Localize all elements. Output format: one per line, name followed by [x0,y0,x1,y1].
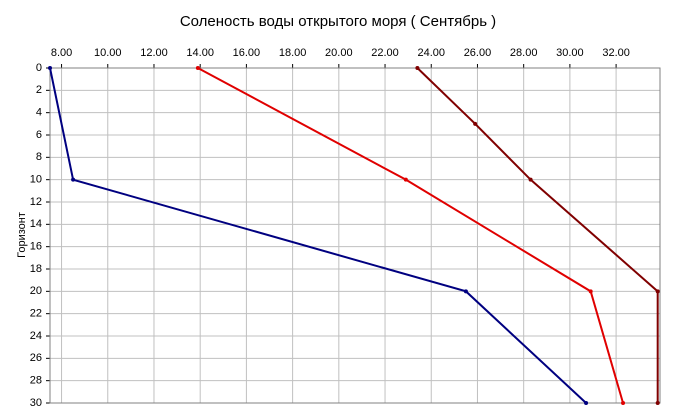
data-point [588,289,593,294]
series-line [416,67,659,403]
data-point [584,401,589,405]
data-point [463,289,468,294]
data-point [71,177,76,182]
series-line [49,67,587,404]
x-tick-label: 26.00 [464,47,492,59]
data-point [403,177,408,182]
x-tick-label: 22.00 [371,47,399,59]
y-tick-label: 24 [30,330,42,342]
x-tick-label: 12.00 [140,47,168,59]
y-tick-label: 4 [36,107,42,119]
x-tick-label: 16.00 [233,47,261,59]
plot-frame [49,67,661,404]
y-axis-label: Горизонт [16,212,28,258]
chart-title: Соленость воды открытого моря ( Сентябрь… [180,13,496,30]
data-point [473,121,478,126]
y-tick-label: 8 [36,151,42,163]
series-line [197,67,624,404]
x-tick-label: 14.00 [186,47,214,59]
y-tick-label: 22 [30,308,42,320]
data-point [195,66,200,70]
y-tick-label: 20 [30,285,42,297]
y-tick-label: 10 [30,174,42,186]
y-tick-label: 28 [30,375,42,387]
y-tick-label: 2 [36,84,42,96]
data-point [655,289,660,294]
x-tick-label: 28.00 [510,47,538,59]
x-tick-label: 32.00 [602,47,630,59]
x-tick-label: 10.00 [94,47,122,59]
x-tick-label: 30.00 [556,47,584,59]
y-tick-label: 16 [30,241,42,253]
x-tick-label: 18.00 [279,47,307,59]
x-tick-label: 8.00 [51,47,72,59]
data-point [655,401,660,405]
y-tick-label: 18 [30,263,42,275]
y-tick-label: 0 [36,62,42,74]
y-tick-label: 26 [30,352,42,364]
data-point [528,177,533,182]
data-point [621,401,626,405]
x-tick-label: 20.00 [325,47,353,59]
x-tick-label: 24.00 [417,47,445,59]
data-point [415,66,420,70]
data-point [48,66,52,70]
y-tick-label: 30 [30,397,42,409]
y-tick-label: 6 [36,129,42,141]
y-tick-label: 12 [30,196,42,208]
y-tick-label: 14 [30,218,42,230]
